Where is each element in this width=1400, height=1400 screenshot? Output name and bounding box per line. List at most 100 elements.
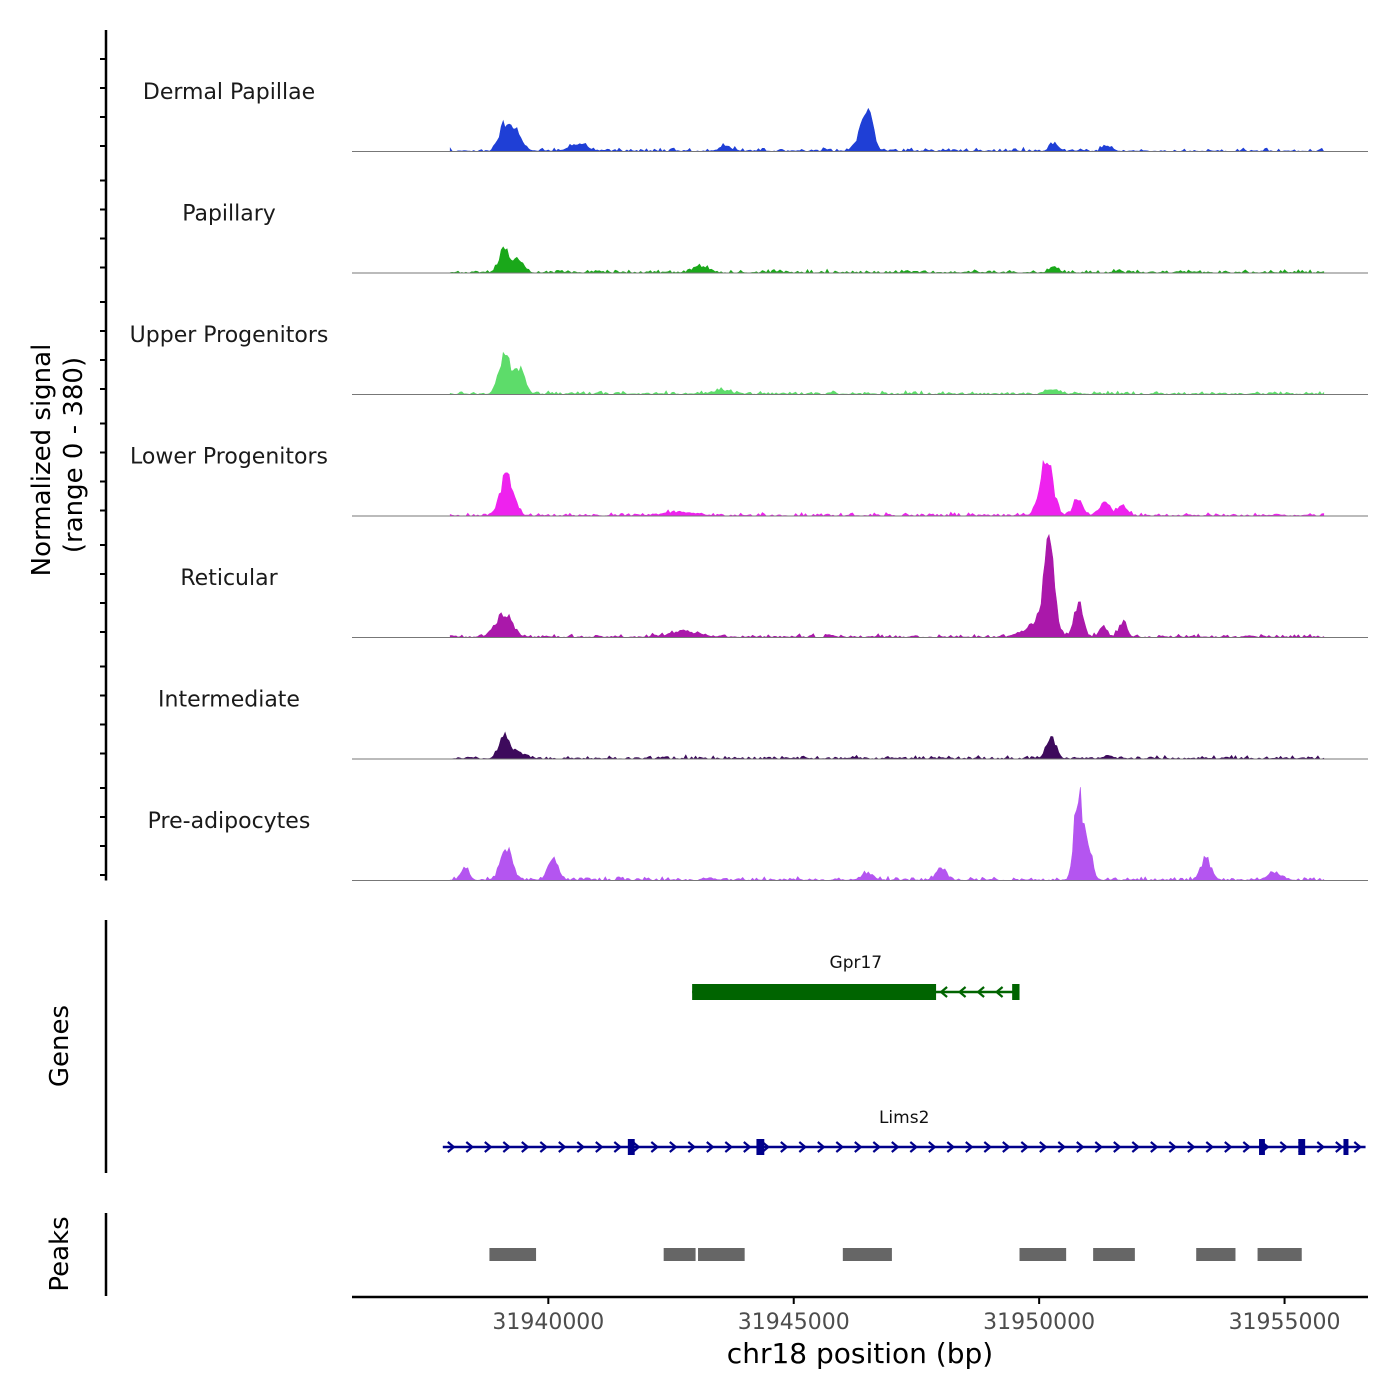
track-signal-area [449,459,1325,517]
strand-arrow [1316,1141,1326,1153]
strand-arrow [909,1141,919,1153]
signal-y-axis [100,30,108,881]
strand-arrow [650,1141,660,1153]
gene-exon [1298,1139,1306,1155]
peak-region [842,1248,892,1261]
strand-arrow [743,1141,752,1153]
gene-lims2: Lims2 [442,1108,1366,1155]
strand-arrow [706,1141,715,1153]
strand-arrow [521,1141,530,1153]
strand-arrow [1335,1141,1344,1153]
peak-regions [489,1248,1302,1261]
x-tick-label: 31940000 [492,1310,604,1335]
gene-annotations: Gpr17 Lims2 [442,953,1366,1155]
peak-region [698,1248,745,1261]
strand-arrow [669,1141,678,1153]
gene-exon [1343,1139,1349,1155]
strand-arrow [817,1141,826,1153]
strand-arrow [976,986,985,998]
peak-region [1093,1248,1135,1261]
strand-arrow [835,1141,845,1153]
strand-arrow [576,1141,586,1153]
strand-arrow [1205,1141,1215,1153]
track-label: Intermediate [158,688,300,713]
strand-arrow [1279,1141,1289,1153]
track-label: Upper Progenitors [130,323,329,348]
strand-arrow [1057,1141,1067,1153]
strand-arrow [1353,1141,1363,1153]
strand-arrow [1168,1141,1178,1153]
track-lower-progenitors: Lower Progenitors [130,445,1368,517]
strand-arrow [484,1141,493,1153]
strand-arrow [872,1141,882,1153]
peak-region [489,1248,537,1261]
gene-gpr17: Gpr17 [692,953,1020,1000]
strand-arrow [724,1141,734,1153]
track-label: Pre-adipocytes [148,809,311,834]
peak-region [663,1248,696,1261]
signal-tracks: Dermal Papillae Papillary Upper Progenitor… [130,80,1368,881]
strand-arrow [780,1141,789,1153]
x-axis-ticks: 31940000 31945000 31950000 31955000 [492,1297,1341,1335]
strand-arrow [854,1141,863,1153]
gene-name-label: Gpr17 [830,953,883,973]
track-label: Papillary [182,202,276,227]
peak-region [1257,1248,1302,1261]
strand-arrow [798,1141,808,1153]
strand-arrow [1187,1141,1196,1153]
x-tick-label: 31955000 [1229,1310,1341,1335]
strand-arrow [1002,1141,1011,1153]
strand-arrow [595,1141,604,1153]
strand-arrow [957,986,967,998]
strand-arrow [1242,1141,1252,1153]
strand-arrow [1094,1141,1104,1153]
x-tick-label: 31950000 [983,1310,1095,1335]
x-axis-label: chr18 position (bp) [727,1337,993,1370]
strand-arrow [965,1141,974,1153]
strand-arrow [761,1141,771,1153]
strand-arrow [983,1141,993,1153]
strand-arrow [1224,1141,1233,1153]
track-reticular: Reticular [180,533,1368,638]
gene-exon [627,1139,635,1155]
track-intermediate: Intermediate [158,688,1368,760]
genes-panel-label: Genes [45,1005,75,1087]
strand-arrow [891,1141,900,1153]
strand-arrow [1131,1141,1141,1153]
strand-arrow [613,1141,623,1153]
strand-arrow [687,1141,697,1153]
track-signal-area [449,246,1325,274]
strand-arrow [939,986,948,998]
track-upper-progenitors: Upper Progenitors [130,323,1368,395]
signal-ylabel-line2: (range 0 - 380) [59,357,89,553]
track-pre-adipocytes: Pre-adipocytes [148,787,1368,881]
track-label: Dermal Papillae [143,80,315,105]
peaks-panel-label: Peaks [45,1216,75,1291]
track-dermal-papillae: Dermal Papillae [143,80,1368,152]
strand-arrow [447,1141,456,1153]
track-papillary: Papillary [182,202,1368,274]
gene-exon [1012,984,1020,1000]
track-signal-area [449,787,1325,881]
gene-exon [1259,1139,1265,1155]
strand-arrow [1020,1141,1030,1153]
track-label: Lower Progenitors [130,445,328,470]
gene-coding-block [692,984,937,1000]
strand-arrow [502,1141,512,1153]
track-signal-area [449,351,1325,395]
track-signal-area [449,533,1325,638]
strand-arrow [1113,1141,1122,1153]
strand-arrow [1150,1141,1159,1153]
track-signal-area [449,107,1325,152]
strand-arrow [632,1141,641,1153]
track-signal-area [449,731,1325,760]
strand-arrow [1039,1141,1048,1153]
strand-arrow [465,1141,475,1153]
strand-arrow [946,1141,956,1153]
strand-arrow [928,1141,937,1153]
track-label: Reticular [180,566,278,591]
strand-arrow [558,1141,567,1153]
gene-name-label: Lims2 [879,1108,929,1128]
peak-region [1196,1248,1236,1261]
